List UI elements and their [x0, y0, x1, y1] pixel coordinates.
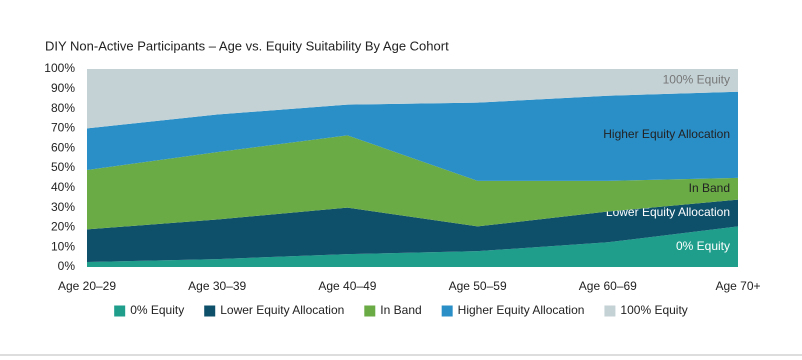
area — [87, 199, 738, 263]
x-tick-label: Age 50–59 — [449, 279, 507, 293]
legend-label: In Band — [380, 303, 421, 317]
y-tick-label: 90% — [51, 81, 75, 95]
y-tick-label: 60% — [51, 140, 75, 154]
legend-swatch — [441, 305, 453, 317]
y-tick-label: 20% — [51, 220, 75, 234]
area-label: Higher Equity Allocation — [603, 127, 730, 141]
area — [87, 135, 738, 230]
y-tick-label: 100% — [44, 61, 75, 75]
x-tick-label: Age 40–49 — [318, 279, 376, 293]
area — [87, 69, 738, 129]
area — [87, 91, 738, 181]
y-tick-label: 40% — [51, 180, 75, 194]
y-tick-label: 50% — [51, 160, 75, 174]
y-tick-label: 70% — [51, 121, 75, 135]
y-tick-label: 10% — [51, 239, 75, 253]
area-label: 100% Equity — [663, 73, 730, 87]
x-tick-label: Age 60–69 — [579, 279, 637, 293]
legend: 0% Equity Lower Equity Allocation In Band H… — [114, 303, 688, 317]
y-tick-label: 0% — [58, 259, 76, 273]
legend-label: 100% Equity — [620, 303, 687, 317]
legend-label: Lower Equity Allocation — [220, 303, 344, 317]
y-tick-label: 80% — [51, 101, 75, 115]
x-tick-label: Age 70+ — [715, 279, 760, 293]
legend-swatch — [364, 305, 376, 317]
legend-label: Higher Equity Allocation — [458, 303, 585, 317]
chart-title: DIY Non-Active Participants – Age vs. Eq… — [45, 38, 449, 53]
legend-swatch — [204, 305, 216, 317]
area-label: In Band — [689, 181, 730, 195]
x-tick-label: Age 20–29 — [58, 279, 116, 293]
legend-label: 0% Equity — [130, 303, 184, 317]
legend-swatch — [114, 305, 126, 317]
y-tick-label: 30% — [51, 200, 75, 214]
x-tick-label: Age 30–39 — [188, 279, 246, 293]
legend-swatch — [604, 305, 616, 317]
area — [87, 226, 738, 267]
area-label: 0% Equity — [676, 239, 730, 253]
